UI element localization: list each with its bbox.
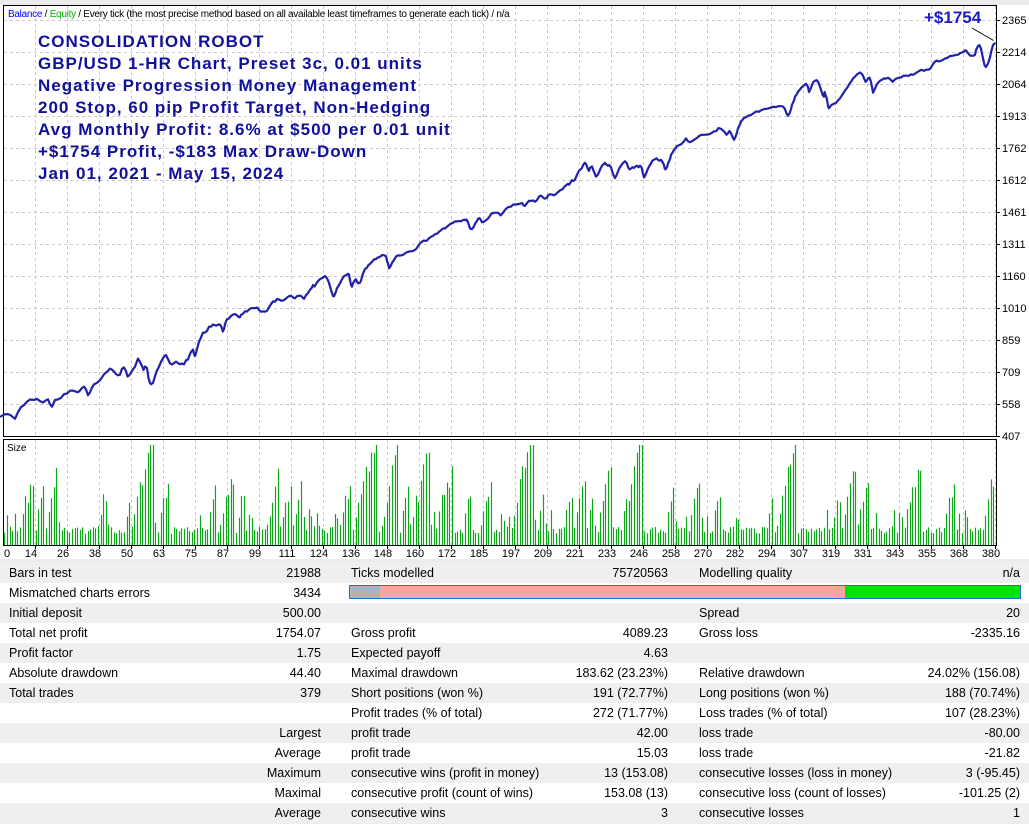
svg-text:50: 50 [121, 548, 133, 560]
svg-text:1612: 1612 [1002, 175, 1026, 187]
svg-text:38: 38 [89, 548, 101, 560]
svg-text:14: 14 [25, 548, 37, 560]
svg-text:319: 319 [822, 548, 840, 560]
svg-text:87: 87 [217, 548, 229, 560]
svg-text:Size: Size [7, 443, 27, 454]
svg-text:221: 221 [566, 548, 584, 560]
svg-text:Negative Progression Money Man: Negative Progression Money Management [38, 76, 417, 95]
svg-text:258: 258 [662, 548, 680, 560]
svg-text:1160: 1160 [1002, 271, 1026, 283]
svg-text:246: 246 [630, 548, 648, 560]
svg-text:331: 331 [854, 548, 872, 560]
svg-text:294: 294 [758, 548, 776, 560]
svg-text:209: 209 [534, 548, 552, 560]
svg-text:+$1754 Profit, -$183 Max Draw-: +$1754 Profit, -$183 Max Draw-Down [38, 142, 367, 161]
svg-text:148: 148 [374, 548, 392, 560]
svg-text:124: 124 [310, 548, 328, 560]
svg-text:200 Stop, 60 pip Profit Target: 200 Stop, 60 pip Profit Target, Non-Hedg… [38, 98, 431, 117]
svg-text:99: 99 [249, 548, 261, 560]
svg-text:2214: 2214 [1002, 47, 1026, 59]
svg-text:GBP/USD 1-HR Chart, Preset 3c,: GBP/USD 1-HR Chart, Preset 3c, 0.01 unit… [38, 54, 423, 73]
svg-text:111: 111 [279, 548, 296, 560]
svg-text:2365: 2365 [1002, 15, 1026, 27]
svg-text:343: 343 [886, 548, 904, 560]
svg-text:270: 270 [694, 548, 712, 560]
svg-text:709: 709 [1002, 367, 1020, 379]
svg-text:26: 26 [57, 548, 69, 560]
svg-text:859: 859 [1002, 335, 1020, 347]
svg-text:Balance / Equity / Every tick: Balance / Equity / Every tick (the most … [8, 9, 510, 20]
svg-text:380: 380 [982, 548, 1000, 560]
svg-text:185: 185 [470, 548, 488, 560]
svg-text:63: 63 [153, 548, 165, 560]
svg-text:1913: 1913 [1002, 111, 1026, 123]
svg-text:160: 160 [406, 548, 424, 560]
svg-text:1311: 1311 [1002, 239, 1026, 251]
svg-text:0: 0 [4, 548, 10, 560]
svg-text:1461: 1461 [1002, 207, 1026, 219]
svg-text:1762: 1762 [1002, 143, 1026, 155]
svg-text:197: 197 [502, 548, 520, 560]
svg-text:172: 172 [438, 548, 456, 560]
svg-text:368: 368 [950, 548, 968, 560]
svg-text:Avg Monthly Profit: 8.6% at $5: Avg Monthly Profit: 8.6% at $500 per 0.0… [38, 120, 451, 139]
svg-text:75: 75 [185, 548, 197, 560]
svg-text:2064: 2064 [1002, 79, 1026, 91]
svg-text:355: 355 [918, 548, 936, 560]
svg-text:1010: 1010 [1002, 303, 1026, 315]
svg-text:Jan 01, 2021 - May 15, 2024: Jan 01, 2021 - May 15, 2024 [38, 164, 284, 183]
svg-text:282: 282 [726, 548, 744, 560]
svg-text:233: 233 [598, 548, 616, 560]
svg-text:136: 136 [342, 548, 360, 560]
svg-text:+$1754: +$1754 [924, 8, 982, 27]
svg-text:307: 307 [790, 548, 808, 560]
svg-text:407: 407 [1002, 431, 1020, 443]
svg-text:CONSOLIDATION ROBOT: CONSOLIDATION ROBOT [38, 32, 264, 51]
svg-text:558: 558 [1002, 399, 1020, 411]
